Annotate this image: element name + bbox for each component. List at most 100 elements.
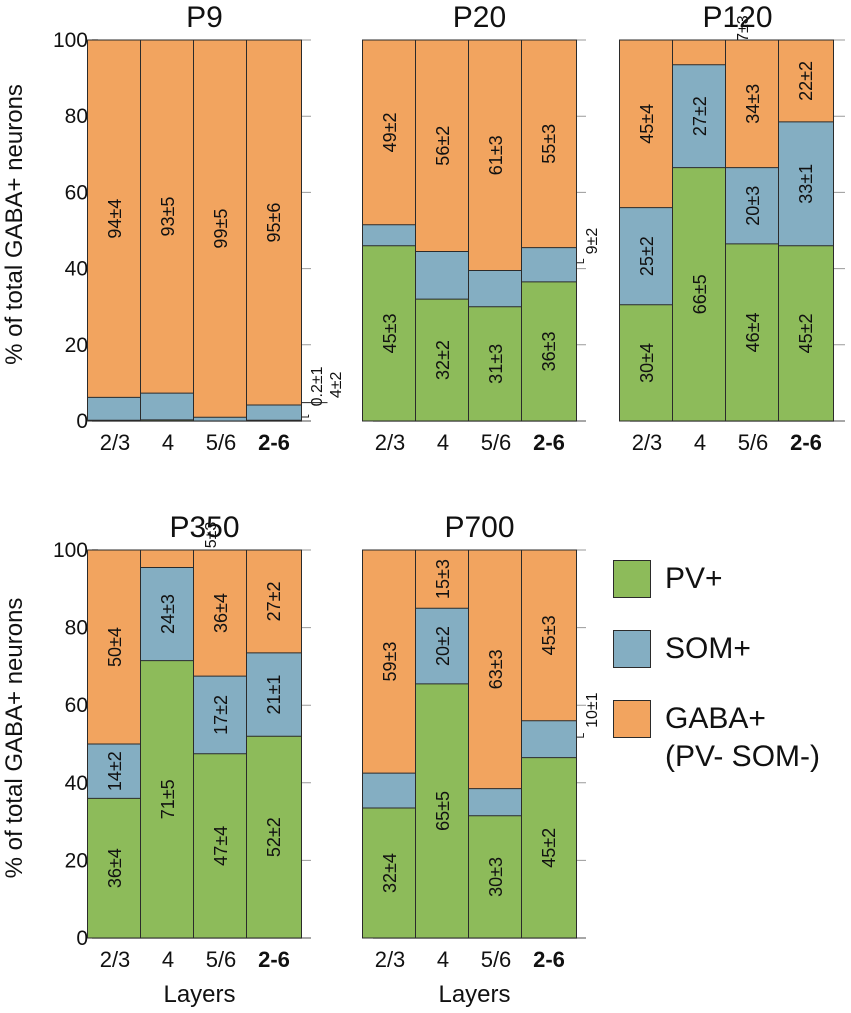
panel-p350-bar-gaba-3 <box>246 550 302 653</box>
panel-p9-ytick-label: 80 <box>65 105 88 128</box>
panel-p700-x-axis-label: Layers <box>438 981 510 1008</box>
panel-p350-bar-gaba-2 <box>193 550 249 677</box>
panel-p350-xtick-label-0: 2/3 <box>100 947 131 972</box>
panel-p20-bar-pv-2 <box>468 306 524 421</box>
panel-p9-label-som-3: 4±2 <box>328 371 345 398</box>
panel-p120-bar-pv-1 <box>672 167 728 421</box>
panel-p120-label-som-3: 33±1 <box>796 164 816 204</box>
panel-p9-bar-gaba-1 <box>140 40 196 394</box>
panel-p350-bar-outline-3 <box>246 549 302 939</box>
panel-p9-label-gaba-3: 95±6 <box>264 203 284 243</box>
panel-p9-bar-gaba-0 <box>87 40 143 398</box>
panel-p700-bar-pv-3 <box>521 757 577 938</box>
panel-p350-ytick-label: 0 <box>76 927 88 950</box>
panel-p700-bar-gaba-2 <box>468 550 524 789</box>
panel-p350-label-gaba-0: 50±4 <box>105 627 125 667</box>
panel-p350-label-gaba-1: 5±3 <box>203 522 220 549</box>
panel-p120-bar-som-1 <box>672 64 728 168</box>
panel-p9-ytick-label: 0 <box>76 410 88 433</box>
panel-p700-xtick-label-3: 2-6 <box>533 947 565 972</box>
panel-p20-bar-som-2 <box>468 270 524 307</box>
panel-p20-label-pv-0: 45±3 <box>380 313 400 353</box>
panel-p350-bar-pv-2 <box>193 753 249 938</box>
panel-p20-bar-som-1 <box>415 251 471 300</box>
panel-p120-label-gaba-0: 45±4 <box>637 104 657 144</box>
panel-p20-xtick-label-2: 5/6 <box>481 430 512 455</box>
panel-p9-ytick-label: 20 <box>65 334 88 357</box>
panel-p350-title: P350 <box>169 511 239 544</box>
panel-p9-bar-outline-3 <box>246 39 302 422</box>
panel-p350-xtick-label-1: 4 <box>162 947 174 972</box>
panel-p120-bar-pv-3 <box>778 245 834 421</box>
panel-p120-label-pv-3: 45±2 <box>796 313 816 353</box>
panel-p700-label-gaba-3: 45±3 <box>539 615 559 655</box>
panel-p9-label-gaba-1: 93±5 <box>158 197 178 237</box>
panel-p120-bar-som-3 <box>778 121 834 246</box>
panel-p350-bar-gaba-1 <box>140 550 196 568</box>
panel-p20-label-pv-1: 32±2 <box>433 340 453 380</box>
panel-p350-ytick-label: 100 <box>53 539 88 562</box>
panel-p9-xtick-label-0: 2/3 <box>100 430 131 455</box>
panel-p350-bar-gaba-0 <box>87 550 143 744</box>
legend-label-som: SOM+ <box>665 632 751 665</box>
panel-p9-ytick-label: 40 <box>65 258 88 281</box>
panel-p350-label-gaba-2: 36±4 <box>211 593 231 633</box>
panel-p350-label-pv-0: 36±4 <box>105 848 125 888</box>
panel-p350-label-pv-2: 47±4 <box>211 826 231 866</box>
panel-p120-label-som-2: 20±3 <box>743 186 763 226</box>
panel-p9-xtick-label-3: 2-6 <box>258 430 290 455</box>
panel-p350-label-som-1: 24±3 <box>158 594 178 634</box>
panel-p120-xtick-label-3: 2-6 <box>790 430 822 455</box>
panel-p9-label-pv-3-leader <box>301 414 309 418</box>
panel-p350-label-som-0: 14±2 <box>105 751 125 791</box>
panel-p700-bar-gaba-0 <box>362 550 418 774</box>
panel-p700: P700Layers32±49±259±32/365±520±215±3430±… <box>362 511 601 1008</box>
panel-p20-xtick-label-1: 4 <box>437 430 449 455</box>
panel-p120-bar-outline-3 <box>778 39 834 422</box>
panel-p700-label-pv-2: 30±3 <box>486 857 506 897</box>
panel-p9-xtick-label-1: 4 <box>162 430 174 455</box>
panel-p350-bar-pv-1 <box>140 660 196 938</box>
panel-p20-bar-som-0 <box>362 224 418 246</box>
panel-p9-bar-pv-1 <box>140 419 196 421</box>
panel-p350-ytick-label: 40 <box>65 772 88 795</box>
panel-p350-ytick-label: 80 <box>65 617 88 640</box>
panel-p9-ytick-label: 60 <box>65 181 88 204</box>
panel-p700-bar-som-1 <box>415 608 471 684</box>
panel-p9-title: P9 <box>186 1 223 34</box>
panel-p700-label-som-3: 10±1 <box>584 692 601 728</box>
panel-p20-label-gaba-1: 56±2 <box>433 126 453 166</box>
panel-p120-label-pv-0: 30±4 <box>637 343 657 383</box>
panel-p700-xtick-label-0: 2/3 <box>375 947 406 972</box>
panel-p120-label-gaba-2: 34±3 <box>743 84 763 124</box>
panel-p9-xtick-label-2: 5/6 <box>206 430 237 455</box>
panel-p700-label-pv-1: 65±5 <box>433 791 453 831</box>
panel-p700-label-som-1: 20±2 <box>433 626 453 666</box>
panel-p20-bar-gaba-0 <box>362 40 418 225</box>
panel-p120-bar-gaba-2 <box>725 40 781 168</box>
panel-p20-bar-som-3 <box>521 247 577 282</box>
legend-label-pv: PV+ <box>665 562 723 595</box>
panel-p350-bar-pv-0 <box>87 798 143 938</box>
panel-p350-xtick-label-2: 5/6 <box>206 947 237 972</box>
panel-p120-bar-gaba-0 <box>619 40 675 208</box>
panel-p350-label-pv-1: 71±5 <box>158 779 178 819</box>
panel-p20-bar-pv-0 <box>362 245 418 421</box>
panel-p9-label-gaba-2: 99±5 <box>211 209 231 249</box>
panel-p120-bar-pv-0 <box>619 304 675 421</box>
panel-p350-xtick-label-3: 2-6 <box>258 947 290 972</box>
panel-p20-label-gaba-0: 49±2 <box>380 112 400 152</box>
panel-p350-bar-som-3 <box>246 652 302 737</box>
panel-p9-bar-som-0 <box>87 397 143 421</box>
panel-p9-bar-som-2 <box>193 417 249 421</box>
panel-p20-bar-gaba-1 <box>415 40 471 252</box>
panel-p9-bar-gaba-3 <box>246 40 302 405</box>
panel-p700-bar-pv-2 <box>468 815 524 938</box>
panel-p700-bar-som-0 <box>362 773 418 809</box>
panel-p20-bar-pv-3 <box>521 281 577 421</box>
panel-p700-xtick-label-1: 4 <box>437 947 449 972</box>
panel-p120-label-gaba-1: 7±3 <box>735 15 752 42</box>
panel-p120-title: P120 <box>702 1 772 34</box>
panel-p350-bar-som-2 <box>193 676 249 754</box>
